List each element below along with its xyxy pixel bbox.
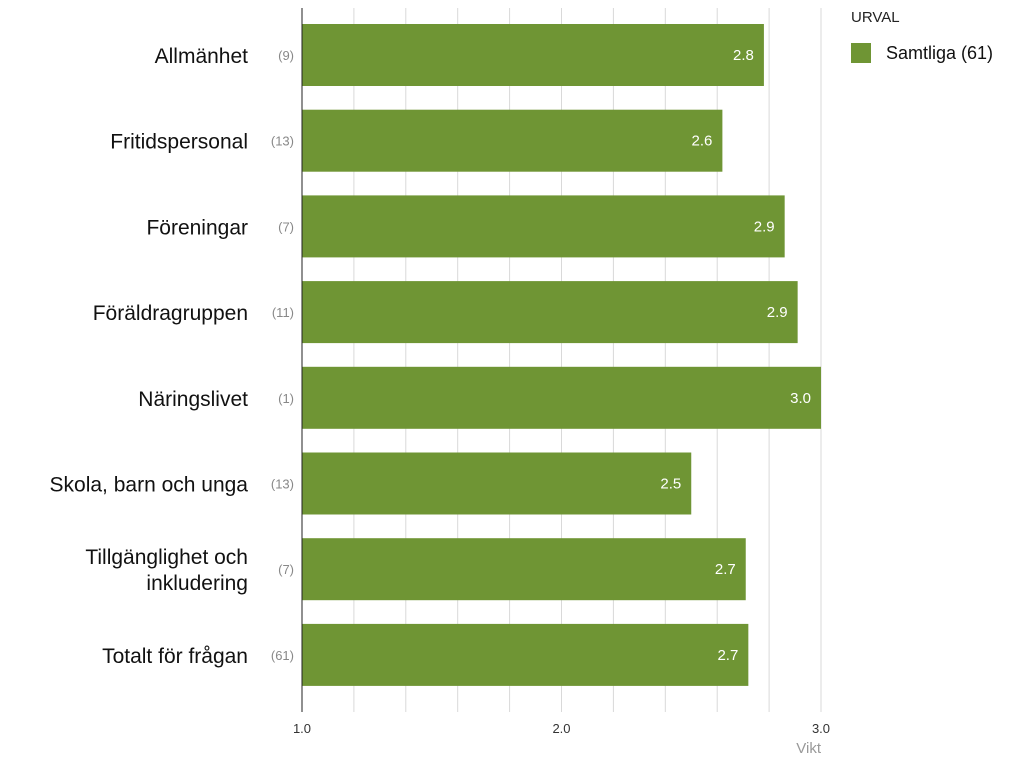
legend: URVAL Samtliga (61) [851, 9, 993, 63]
category-count-label: (9) [278, 48, 294, 63]
category-label: Totalt för frågan [102, 645, 248, 668]
bar [302, 452, 692, 515]
category-count-label: (7) [278, 562, 294, 577]
bar [302, 538, 746, 601]
category-count-label: (13) [271, 134, 294, 149]
x-axis-ticks: 1.0 2.0 3.0 [293, 721, 830, 736]
bar [302, 195, 785, 258]
x-tick-label: 2.0 [552, 721, 570, 736]
legend-swatch [851, 43, 871, 63]
legend-title: URVAL [851, 9, 900, 26]
bar-value-label: 2.5 [660, 476, 681, 493]
bar-value-label: 2.9 [754, 218, 775, 235]
category-label: Föreningar [146, 216, 248, 239]
bar-value-label: 3.0 [790, 390, 811, 407]
bar [302, 109, 723, 172]
category-count-label: (61) [271, 648, 294, 663]
category-label: Fritidspersonal [110, 131, 248, 154]
x-tick-label: 3.0 [812, 721, 830, 736]
category-label: Tillgänglighet och inkludering [85, 546, 248, 595]
category-label: Skola, barn och unga [50, 474, 249, 497]
category-labels: (9) Allmänhet (13) Fritidspersonal (7) Föreni… [50, 45, 294, 668]
bar-value-label: 2.8 [733, 47, 754, 64]
category-count-label: (1) [278, 391, 294, 406]
bar [302, 24, 764, 86]
x-axis-title: Vikt [796, 740, 822, 757]
bar-value-label: 2.6 [692, 133, 713, 150]
bar-value-label: 2.7 [715, 561, 736, 578]
bar [302, 623, 749, 686]
bar-value-label: 2.7 [717, 647, 738, 664]
category-label: Allmänhet [155, 45, 249, 68]
category-label: Näringslivet [138, 388, 248, 411]
x-tick-label: 1.0 [293, 721, 311, 736]
category-count-label: (7) [278, 219, 294, 234]
category-label: Föräldragruppen [93, 302, 248, 325]
category-count-label: (13) [271, 477, 294, 492]
legend-series-label: Samtliga (61) [886, 43, 993, 63]
bars: 2.8 2.6 2.9 2.9 3.0 2.5 2.7 2.7 [302, 24, 821, 686]
bar [302, 281, 798, 344]
bar-value-label: 2.9 [767, 304, 788, 321]
bar [302, 366, 821, 429]
category-count-label: (11) [272, 305, 294, 320]
